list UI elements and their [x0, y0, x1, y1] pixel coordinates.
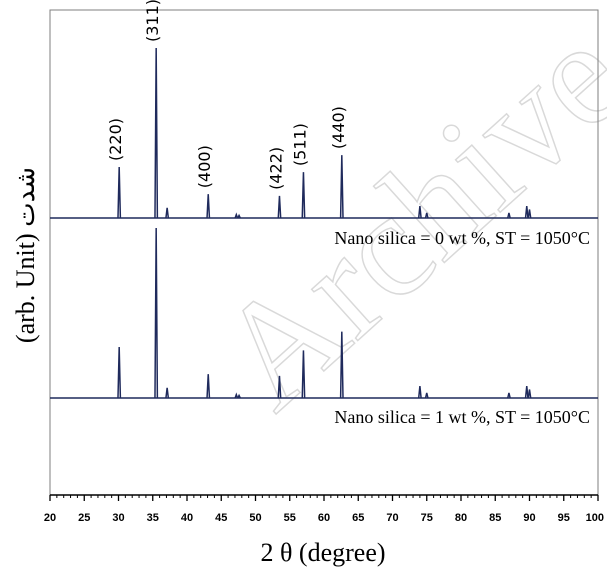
x-tick-label: 25 — [78, 512, 90, 524]
peak-mark — [117, 346, 122, 399]
peak-label: (422) — [266, 147, 285, 190]
peak-label: (400) — [195, 145, 214, 188]
x-tick-label: 100 — [586, 512, 604, 524]
x-tick-label: 95 — [558, 512, 570, 524]
x-tick-label: 75 — [421, 512, 433, 524]
peak-mark — [507, 212, 511, 219]
peak-mark — [234, 212, 239, 219]
x-tick-label: 20 — [44, 512, 56, 524]
peak-mark — [527, 209, 532, 219]
peak-mark — [165, 387, 170, 399]
peak-mark — [527, 389, 532, 399]
peak-mark — [154, 47, 159, 219]
x-tick-label: 55 — [284, 512, 296, 524]
y-axis-title: (arb. Unit) شدت — [11, 167, 40, 343]
peak-mark — [524, 386, 529, 399]
peak-label: (511) — [290, 123, 309, 166]
peak-mark — [339, 331, 344, 399]
series-0: Nano silica = 0 wt %, ST = 1050°C — [50, 47, 598, 248]
x-tick-label: 45 — [215, 512, 227, 524]
series-1: Nano silica = 1 wt %, ST = 1050°C — [50, 227, 598, 427]
x-tick-label: 80 — [455, 512, 467, 524]
peak-label: (220) — [106, 118, 125, 161]
x-tick-label: 65 — [352, 512, 364, 524]
peak-mark — [301, 350, 306, 399]
peak-mark — [237, 213, 241, 219]
peak-mark — [417, 386, 422, 399]
peak-mark — [165, 207, 170, 219]
peak-mark — [154, 227, 159, 399]
x-axis-title: 2 θ (degree) — [260, 538, 385, 567]
peak-mark — [424, 212, 429, 219]
peak-mark — [524, 206, 529, 219]
x-tick-label: 70 — [386, 512, 398, 524]
peak-mark — [339, 155, 344, 219]
peak-mark — [277, 375, 282, 399]
series-label: Nano silica = 1 wt %, ST = 1050°C — [334, 407, 590, 427]
x-tick-label: 35 — [147, 512, 159, 524]
peak-mark — [237, 393, 241, 399]
x-tick-label: 50 — [249, 512, 261, 524]
peak-label: (440) — [329, 106, 348, 149]
x-tick-label: 85 — [489, 512, 501, 524]
peak-label: (311) — [143, 0, 162, 42]
x-tick-label: 60 — [318, 512, 330, 524]
peak-mark — [424, 392, 429, 399]
x-tick-label: 90 — [523, 512, 535, 524]
peak-mark — [301, 172, 306, 219]
peak-mark — [417, 206, 422, 219]
series-label: Nano silica = 0 wt %, ST = 1050°C — [334, 228, 590, 248]
x-tick-label: 40 — [181, 512, 193, 524]
peak-mark — [234, 392, 239, 399]
x-tick-label: 30 — [112, 512, 124, 524]
peak-mark — [206, 194, 211, 219]
watermark-text: Archive — [186, 0, 607, 440]
peak-mark — [117, 166, 122, 219]
peak-mark — [206, 374, 211, 399]
peak-mark — [277, 195, 282, 219]
peak-mark — [507, 392, 511, 399]
